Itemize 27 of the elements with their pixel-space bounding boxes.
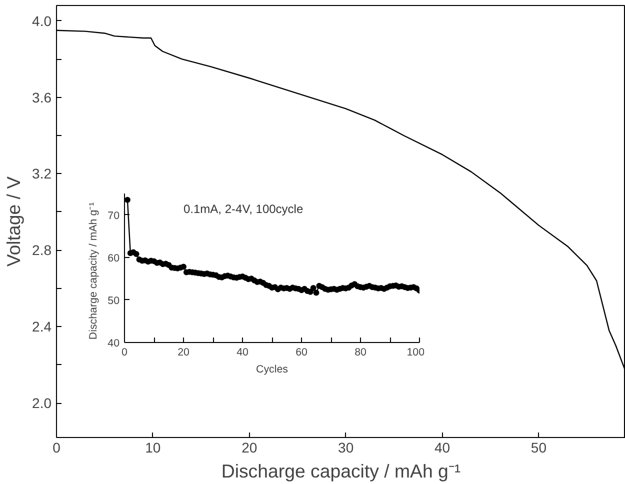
y-tick-label: 70 <box>108 210 120 222</box>
x-tick-label: 80 <box>354 346 366 358</box>
x-tick-label: 60 <box>296 346 308 358</box>
y-tick-label: 2.8 <box>32 242 52 258</box>
x-axis-title: Discharge capacity / mAh g⁻¹ <box>221 460 461 482</box>
x-tick-label: 20 <box>242 440 258 456</box>
x-tick-label: 40 <box>236 346 248 358</box>
y-tick-label: 50 <box>108 294 120 307</box>
x-tick-label: 20 <box>178 346 190 358</box>
y-tick-label: 40 <box>108 338 120 350</box>
x-tick-label: 10 <box>145 440 161 456</box>
y-tick-label: 60 <box>108 252 120 264</box>
y-tick-label: 3.2 <box>32 166 52 182</box>
x-tick-label: 0 <box>52 440 61 456</box>
y-tick-label: 4.0 <box>32 12 52 29</box>
x-tick-label: 0 <box>122 346 128 358</box>
x-tick-label: 100 <box>406 346 425 358</box>
y-tick-label: 2.0 <box>32 395 52 412</box>
y-axis-title: Voltage / V <box>3 176 24 267</box>
x-axis-title: Cycles <box>256 364 288 376</box>
x-tick-label: 40 <box>434 440 450 456</box>
y-tick-label: 3.6 <box>32 89 52 106</box>
y-tick-label: 2.4 <box>32 318 52 335</box>
y-axis-title: Discharge capacity / mAh g⁻¹ <box>88 202 100 340</box>
annotation: 0.1mA, 2-4V, 100cycle <box>184 202 304 216</box>
x-tick-label: 50 <box>530 440 547 456</box>
x-tick-label: 30 <box>338 440 354 456</box>
